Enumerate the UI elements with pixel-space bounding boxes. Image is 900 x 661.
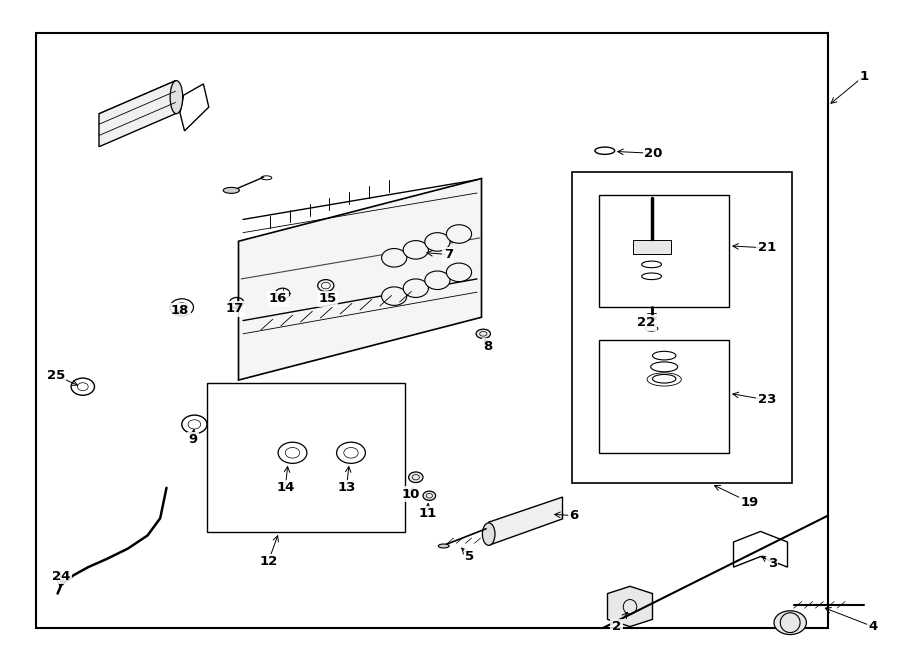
Text: 18: 18 (171, 304, 189, 317)
Ellipse shape (476, 329, 491, 338)
Text: 17: 17 (226, 302, 244, 315)
Text: 13: 13 (338, 481, 356, 494)
Ellipse shape (482, 523, 495, 545)
Circle shape (403, 279, 428, 297)
Polygon shape (608, 586, 652, 627)
Text: 19: 19 (741, 496, 759, 509)
Text: 10: 10 (401, 488, 419, 501)
Polygon shape (238, 178, 482, 380)
Bar (572, 172, 792, 483)
Text: 4: 4 (868, 620, 878, 633)
Circle shape (425, 271, 450, 290)
Text: 22: 22 (637, 316, 655, 329)
Bar (633, 240, 670, 254)
Circle shape (425, 233, 450, 251)
Polygon shape (489, 497, 562, 545)
Text: 24: 24 (52, 570, 70, 583)
Text: 20: 20 (644, 147, 662, 160)
Text: 23: 23 (758, 393, 776, 407)
Text: 11: 11 (418, 507, 436, 520)
Ellipse shape (223, 188, 239, 193)
Bar (598, 195, 729, 307)
Text: 6: 6 (570, 509, 579, 522)
Text: 5: 5 (465, 550, 474, 563)
Bar (207, 383, 405, 532)
Ellipse shape (438, 544, 449, 548)
Ellipse shape (409, 472, 423, 483)
Text: 9: 9 (188, 433, 197, 446)
Text: 15: 15 (319, 292, 337, 305)
Ellipse shape (423, 491, 436, 500)
Circle shape (774, 611, 806, 635)
Circle shape (382, 249, 407, 267)
Circle shape (403, 241, 428, 259)
Text: 21: 21 (758, 241, 776, 254)
Ellipse shape (170, 81, 183, 114)
Text: 12: 12 (259, 555, 277, 568)
Text: 14: 14 (276, 481, 294, 494)
Polygon shape (99, 81, 176, 147)
Bar (598, 340, 729, 453)
Text: 8: 8 (483, 340, 492, 353)
Text: 2: 2 (612, 620, 621, 633)
Text: 7: 7 (444, 248, 453, 261)
Text: 3: 3 (768, 557, 777, 570)
Circle shape (446, 263, 472, 282)
Ellipse shape (645, 326, 658, 331)
Bar (36, 33, 828, 628)
Text: 16: 16 (269, 292, 287, 305)
Circle shape (446, 225, 472, 243)
Text: 1: 1 (860, 69, 868, 83)
Text: 25: 25 (47, 369, 65, 382)
Circle shape (382, 287, 407, 305)
